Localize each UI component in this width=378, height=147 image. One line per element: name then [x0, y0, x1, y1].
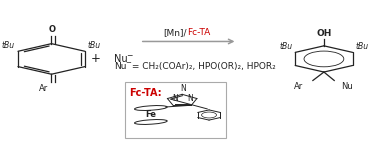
Text: Nu: Nu: [342, 82, 353, 91]
Text: Fe: Fe: [146, 111, 156, 120]
FancyBboxPatch shape: [125, 82, 226, 138]
Text: Fc-TA: Fc-TA: [187, 28, 210, 37]
Text: Ar: Ar: [39, 84, 48, 93]
Text: Fc-TA:: Fc-TA:: [130, 88, 162, 98]
Text: OH: OH: [316, 29, 332, 38]
Text: N: N: [172, 94, 178, 103]
Text: Nu: Nu: [114, 54, 128, 64]
Text: tBu: tBu: [279, 42, 292, 51]
Text: tBu: tBu: [356, 42, 369, 51]
Text: N: N: [187, 94, 193, 103]
Text: tBu: tBu: [2, 41, 15, 50]
Text: N: N: [180, 84, 186, 93]
Text: −: −: [126, 51, 132, 60]
Text: +: +: [91, 52, 101, 65]
Text: Nu: Nu: [114, 62, 127, 71]
Text: −: −: [125, 60, 131, 66]
Text: tBu: tBu: [88, 41, 101, 50]
Text: O: O: [49, 25, 56, 34]
Text: Ar: Ar: [294, 82, 303, 91]
Text: = CH₂(COAr)₂, HPO(OR)₂, HPOR₂: = CH₂(COAr)₂, HPO(OR)₂, HPOR₂: [129, 62, 276, 71]
Text: [Mn]/: [Mn]/: [163, 28, 187, 37]
